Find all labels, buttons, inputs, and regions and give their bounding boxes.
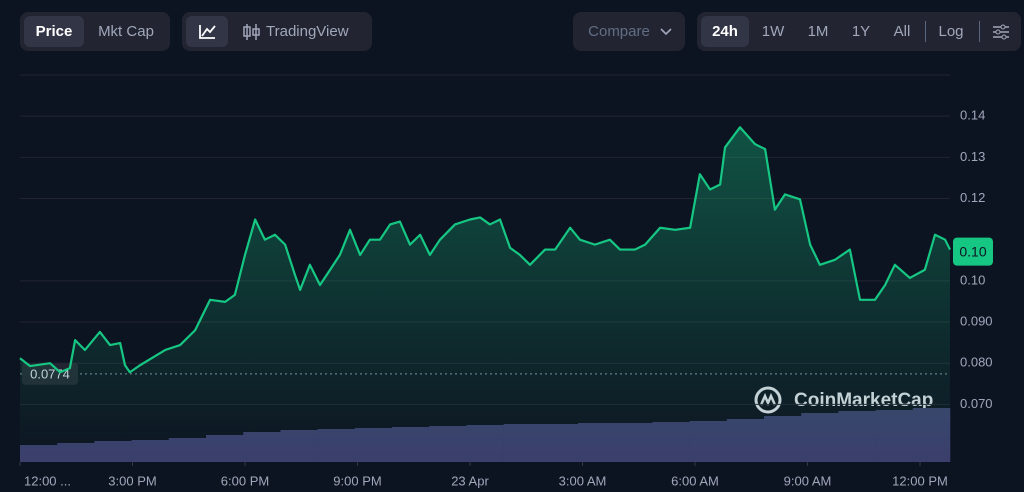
volume-bar <box>57 443 95 462</box>
logo <box>754 386 782 414</box>
x-tick-label: 3:00 PM <box>108 473 156 488</box>
volume-bar <box>392 427 430 462</box>
price-badge-label: 0.10 <box>959 243 986 259</box>
separator <box>979 21 980 42</box>
reference-label-bg <box>22 362 78 385</box>
range[interactable]: 1Y <box>851 23 871 40</box>
view-tabs: Price Mkt Cap <box>20 12 170 51</box>
volume-bar <box>726 419 765 462</box>
volume-bar <box>540 424 579 462</box>
y-tick-label: 0.13 <box>960 149 985 164</box>
x-tick-label: 23 Apr <box>451 473 489 488</box>
volume-bar <box>652 422 690 462</box>
volume-bar <box>20 445 58 462</box>
x-tick-label: 3:00 AM <box>559 473 607 488</box>
volume-bar <box>131 440 170 462</box>
volume-bar <box>578 423 616 462</box>
price-badge <box>953 237 993 266</box>
volume-bar <box>838 411 876 462</box>
compare-label: Compare <box>588 23 650 40</box>
range-tabs: 24h 1W 1M 1Y All Log <box>697 12 1021 51</box>
volume-bar <box>689 421 728 462</box>
x-tick-label: 6:00 AM <box>671 473 719 488</box>
y-tick-label: 0.14 <box>960 108 985 123</box>
y-tick-label: 0.080 <box>960 355 993 370</box>
y-tick-label: 0.090 <box>960 313 993 328</box>
volume-bar <box>875 410 914 462</box>
volume-bar <box>429 426 467 462</box>
range[interactable]: 24h <box>701 16 749 47</box>
x-tick-label: 12:00 PM <box>892 473 948 488</box>
volume-bar <box>466 425 504 462</box>
y-tick-label: 0.12 <box>960 190 985 205</box>
chevron <box>660 28 672 36</box>
settings-icon[interactable] <box>991 22 1011 42</box>
range[interactable]: 1W <box>761 23 785 40</box>
separator <box>925 21 926 42</box>
candle-icon <box>243 24 260 40</box>
volume-bar <box>206 435 244 462</box>
tab[interactable]: Price <box>24 16 84 47</box>
volume-bar <box>615 423 653 462</box>
x-tick-label: 12:00 ... <box>24 473 71 488</box>
range[interactable]: 1M <box>807 23 829 40</box>
tab[interactable]: Mkt Cap <box>98 23 154 40</box>
x-tick-label: 9:00 AM <box>784 473 832 488</box>
line-chart-button[interactable] <box>186 16 228 47</box>
log-button[interactable]: Log <box>938 23 964 40</box>
chart-tools: TradingView <box>182 12 372 51</box>
volume-bar <box>354 428 393 462</box>
reference-label: 0.0774 <box>30 366 70 381</box>
x-tick-label: 6:00 PM <box>221 473 269 488</box>
volume-bar <box>243 432 281 462</box>
x-tick-label: 9:00 PM <box>333 473 381 488</box>
volume-bar <box>503 424 542 462</box>
y-tick-label: 0.070 <box>960 396 993 411</box>
volume-bar <box>801 413 839 462</box>
icon <box>199 25 216 39</box>
price-line <box>19 126 951 374</box>
range[interactable]: All <box>893 23 911 40</box>
volume-bar <box>764 416 802 462</box>
volume-bar <box>280 430 318 462</box>
volume-bar <box>912 408 951 462</box>
tradingview-button[interactable]: TradingView <box>266 23 349 40</box>
volume-bar <box>317 429 356 462</box>
price-area <box>20 127 950 463</box>
y-tick-label: 0.10 <box>960 272 985 287</box>
volume-bar <box>94 441 132 462</box>
compare[interactable]: Compare <box>573 12 685 51</box>
watermark: CoinMarketCap <box>794 390 933 411</box>
volume-bar <box>168 438 207 462</box>
